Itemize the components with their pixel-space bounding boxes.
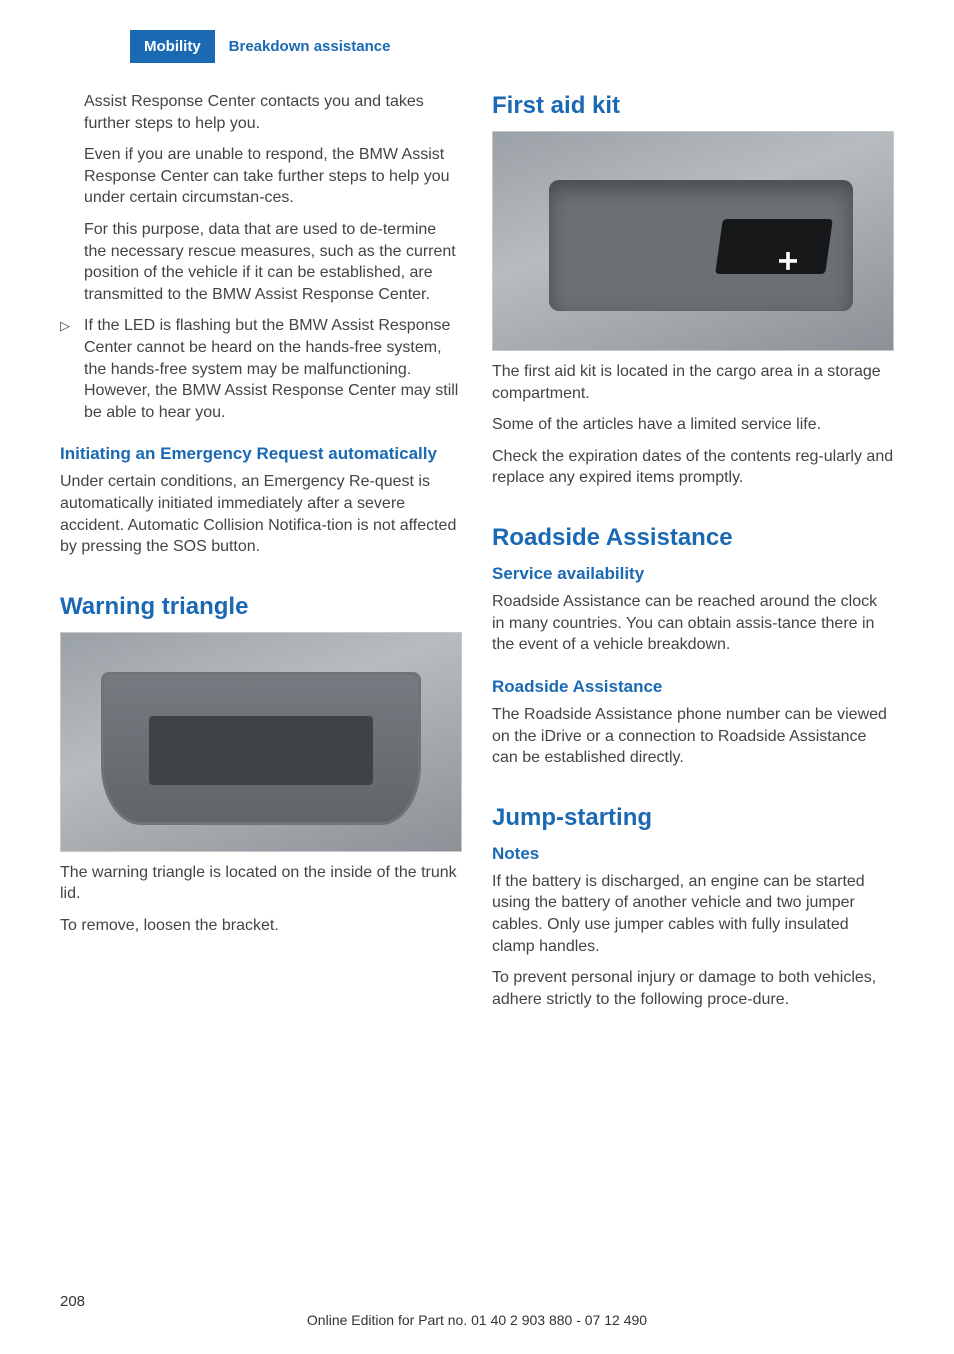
manual-page: Mobility Breakdown assistance Assist Res… xyxy=(0,0,954,1354)
content-columns: Assist Response Center contacts you and … xyxy=(60,91,894,1020)
paragraph: Assist Response Center contacts you and … xyxy=(84,91,462,134)
page-footer: 208 Online Edition for Part no. 01 40 2 … xyxy=(60,1293,894,1328)
paragraph: Roadside Assistance can be reached aroun… xyxy=(492,591,894,656)
paragraph: Under certain conditions, an Emergency R… xyxy=(60,471,462,557)
paragraph: To remove, loosen the bracket. xyxy=(60,915,462,937)
page-number: 208 xyxy=(60,1293,894,1310)
heading-jump-starting: Jump-starting xyxy=(492,803,894,833)
paragraph: Check the expiration dates of the conten… xyxy=(492,446,894,489)
figure-first-aid-compartment xyxy=(492,131,894,351)
header-tabs: Mobility Breakdown assistance xyxy=(130,30,894,63)
paragraph: The warning triangle is located on the i… xyxy=(60,862,462,905)
heading-roadside-assistance: Roadside Assistance xyxy=(492,523,894,553)
heading-emergency-request: Initiating an Emergency Request automati… xyxy=(60,443,462,465)
heading-first-aid-kit: First aid kit xyxy=(492,91,894,121)
bullet-text: If the LED is flashing but the BMW Assis… xyxy=(84,315,462,423)
tab-mobility: Mobility xyxy=(130,30,215,63)
paragraph: Some of the articles have a limited serv… xyxy=(492,414,894,436)
heading-notes: Notes xyxy=(492,843,894,865)
heading-service-availability: Service availability xyxy=(492,563,894,585)
paragraph: The Roadside Assistance phone number can… xyxy=(492,704,894,769)
heading-roadside-assistance-sub: Roadside Assistance xyxy=(492,676,894,698)
left-column: Assist Response Center contacts you and … xyxy=(60,91,462,1020)
paragraph: For this purpose, data that are used to … xyxy=(84,219,462,305)
paragraph: Even if you are unable to respond, the B… xyxy=(84,144,462,209)
first-aid-box-shape xyxy=(715,219,833,274)
right-column: First aid kit The first aid kit is locat… xyxy=(492,91,894,1020)
continued-bullet-content: Assist Response Center contacts you and … xyxy=(60,91,462,305)
paragraph: The first aid kit is located in the carg… xyxy=(492,361,894,404)
bullet-item: ▷ If the LED is flashing but the BMW Ass… xyxy=(60,315,462,423)
edition-line: Online Edition for Part no. 01 40 2 903 … xyxy=(60,1312,894,1328)
paragraph: If the battery is discharged, an engine … xyxy=(492,871,894,957)
paragraph: To prevent personal injury or damage to … xyxy=(492,967,894,1010)
bullet-marker-icon: ▷ xyxy=(60,315,84,423)
heading-warning-triangle: Warning triangle xyxy=(60,592,462,622)
figure-trunk-lid xyxy=(60,632,462,852)
tab-breakdown-assistance: Breakdown assistance xyxy=(215,30,405,63)
